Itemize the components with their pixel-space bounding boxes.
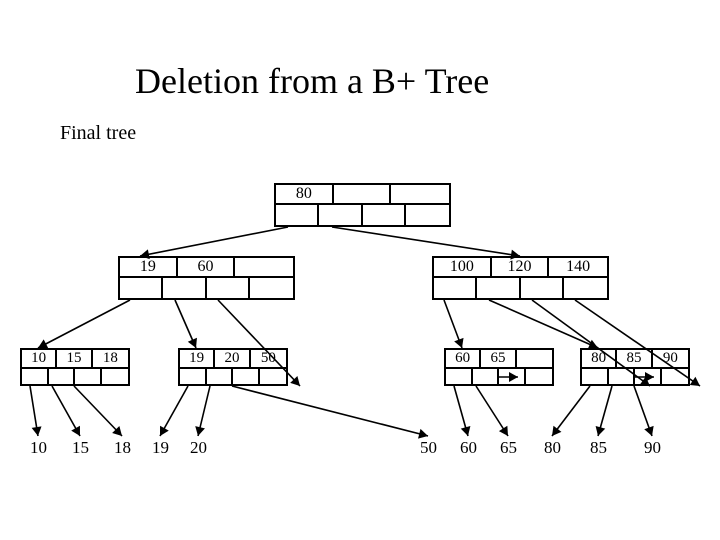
ptr-cell	[406, 205, 449, 225]
key-cell	[235, 258, 293, 276]
btree-node-intR: 100120140	[432, 256, 609, 300]
ptr-cell	[276, 205, 319, 225]
ptr-cell	[582, 369, 609, 384]
key-cell: 100	[434, 258, 492, 276]
key-cell: 18	[93, 350, 128, 367]
key-cell: 15	[57, 350, 92, 367]
key-cell: 19	[180, 350, 215, 367]
key-cell: 19	[120, 258, 178, 276]
key-cell: 50	[251, 350, 286, 367]
ptr-cell	[207, 278, 250, 298]
key-cell: 80	[276, 185, 334, 203]
ptr-cell	[363, 205, 406, 225]
ptr-cell	[233, 369, 260, 384]
btree-node-root: 80	[274, 183, 451, 227]
btree-node-leaf1: 101518	[20, 348, 130, 386]
key-cell: 60	[446, 350, 481, 367]
ptr-cell	[434, 278, 477, 298]
ptr-cell	[260, 369, 287, 384]
ptr-cell	[635, 369, 662, 384]
ptr-cell	[250, 278, 293, 298]
ptr-cell	[446, 369, 473, 384]
btree-node-leaf3: 6065	[444, 348, 554, 386]
data-value: 15	[72, 438, 89, 458]
ptr-cell	[180, 369, 207, 384]
key-cell: 20	[215, 350, 250, 367]
data-value: 90	[644, 438, 661, 458]
data-value: 85	[590, 438, 607, 458]
key-cell: 90	[653, 350, 688, 367]
ptr-cell	[120, 278, 163, 298]
subtitle: Final tree	[60, 122, 136, 145]
key-cell: 85	[617, 350, 652, 367]
page-title: Deletion from a B+ Tree	[135, 60, 489, 102]
key-cell: 120	[492, 258, 550, 276]
btree-node-leaf4: 808590	[580, 348, 690, 386]
data-value: 20	[190, 438, 207, 458]
ptr-cell	[499, 369, 526, 384]
key-cell: 10	[22, 350, 57, 367]
ptr-cell	[564, 278, 607, 298]
ptr-cell	[207, 369, 234, 384]
key-cell: 140	[549, 258, 607, 276]
key-cell	[391, 185, 449, 203]
key-cell: 80	[582, 350, 617, 367]
data-value: 80	[544, 438, 561, 458]
ptr-cell	[473, 369, 500, 384]
btree-node-leaf2: 192050	[178, 348, 288, 386]
ptr-cell	[22, 369, 49, 384]
ptr-cell	[662, 369, 689, 384]
ptr-cell	[102, 369, 129, 384]
ptr-cell	[75, 369, 102, 384]
ptr-cell	[521, 278, 564, 298]
key-cell	[334, 185, 392, 203]
ptr-cell	[163, 278, 206, 298]
data-value: 19	[152, 438, 169, 458]
btree-node-intL: 1960	[118, 256, 295, 300]
ptr-cell	[319, 205, 362, 225]
data-value: 60	[460, 438, 477, 458]
ptr-cell	[526, 369, 553, 384]
ptr-cell	[609, 369, 636, 384]
data-value: 18	[114, 438, 131, 458]
key-cell: 60	[178, 258, 236, 276]
ptr-cell	[477, 278, 520, 298]
data-value: 65	[500, 438, 517, 458]
data-value: 50	[420, 438, 437, 458]
key-cell: 65	[481, 350, 516, 367]
key-cell	[517, 350, 552, 367]
ptr-cell	[49, 369, 76, 384]
data-value: 10	[30, 438, 47, 458]
